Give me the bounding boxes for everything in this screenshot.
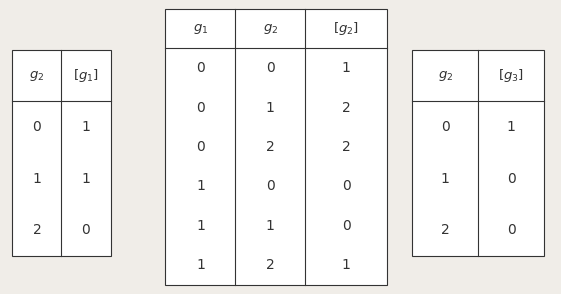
Text: $g_2$: $g_2$: [29, 69, 44, 83]
Text: 1: 1: [196, 179, 205, 193]
Text: 1: 1: [33, 172, 42, 186]
Text: 1: 1: [81, 120, 90, 134]
Text: 2: 2: [342, 140, 351, 154]
Bar: [12, 50, 111, 256]
Text: 1: 1: [266, 219, 275, 233]
Text: 2: 2: [342, 101, 351, 115]
Text: $g_1$: $g_1$: [192, 21, 208, 36]
Text: $[g_3]$: $[g_3]$: [498, 67, 524, 84]
Text: 0: 0: [266, 61, 274, 75]
Text: 0: 0: [196, 101, 205, 115]
Text: $g_2$: $g_2$: [438, 69, 453, 83]
Text: 2: 2: [33, 223, 42, 237]
Text: 2: 2: [266, 140, 274, 154]
Text: 1: 1: [196, 219, 205, 233]
Text: 2: 2: [266, 258, 274, 273]
Text: 1: 1: [342, 61, 351, 75]
Text: 0: 0: [342, 179, 351, 193]
Text: 0: 0: [33, 120, 42, 134]
Bar: [412, 50, 544, 256]
Text: 0: 0: [81, 223, 90, 237]
Text: $g_2$: $g_2$: [263, 21, 278, 36]
Text: 1: 1: [441, 172, 450, 186]
Text: 0: 0: [507, 223, 516, 237]
Text: 1: 1: [266, 101, 275, 115]
Text: $[g_1]$: $[g_1]$: [73, 67, 99, 84]
Text: 0: 0: [196, 140, 205, 154]
Text: 2: 2: [441, 223, 450, 237]
Text: 0: 0: [196, 61, 205, 75]
Bar: [165, 9, 387, 285]
Text: 1: 1: [196, 258, 205, 273]
Text: 0: 0: [266, 179, 274, 193]
Text: 1: 1: [342, 258, 351, 273]
Text: 1: 1: [81, 172, 90, 186]
Text: 1: 1: [507, 120, 516, 134]
Text: 0: 0: [342, 219, 351, 233]
Text: 0: 0: [507, 172, 516, 186]
Text: 0: 0: [441, 120, 450, 134]
Text: $[g_2]$: $[g_2]$: [333, 20, 359, 37]
